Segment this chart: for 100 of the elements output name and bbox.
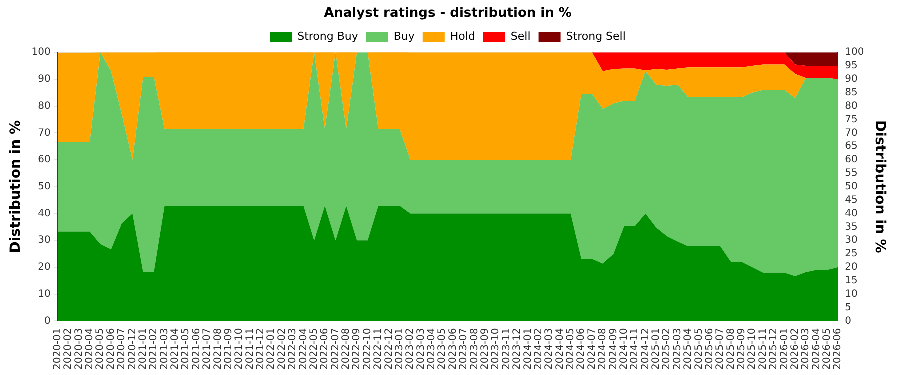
y2-tick-label: 35 (845, 222, 858, 233)
x-tick-label: 2023-04 (426, 328, 438, 370)
x-tick-label: 2021-01 (138, 328, 149, 370)
x-tick-label: 2020-06 (106, 328, 117, 370)
y-tick-label: 0 (44, 316, 51, 327)
legend-label: Sell (510, 30, 531, 43)
y-tick-label: 50 (38, 182, 51, 193)
legend-label: Strong Sell (566, 30, 626, 43)
x-tick-label: 2025-10 (747, 328, 758, 370)
y-tick-label: 90 (38, 74, 51, 86)
x-tick-label: 2024-02 (533, 328, 544, 370)
y2-tick-label: 55 (845, 168, 858, 180)
x-tick-label: 2024-07 (586, 328, 598, 370)
x-tick-label: 2025-07 (715, 328, 726, 370)
chart-title: Analyst ratings - distribution in % (324, 6, 572, 22)
y2-tick-label: 90 (845, 74, 858, 86)
y2-tick-label: 80 (845, 100, 858, 112)
x-tick-label: 2022-10 (362, 328, 374, 370)
x-tick-label: 2025-08 (726, 328, 737, 370)
x-tick-label: 2021-05 (180, 328, 192, 370)
x-tick-label: 2021-02 (148, 328, 160, 370)
x-tick-label: 2023-07 (458, 328, 470, 370)
x-tick-label: 2024-12 (640, 328, 652, 370)
x-tick-label: 2026-02 (790, 328, 801, 370)
x-tick-label: 2021-10 (234, 328, 246, 370)
x-tick-label: 2022-04 (298, 328, 310, 370)
y2-tick-label: 10 (845, 288, 858, 300)
x-tick-label: 2023-11 (501, 328, 512, 370)
x-tick-label: 2025-09 (736, 328, 748, 370)
x-tick-label: 2025-12 (768, 328, 780, 370)
x-tick-label: 2022-03 (288, 328, 299, 370)
x-tick-label: 2024-06 (576, 328, 588, 370)
x-tick-label: 2020-02 (63, 328, 74, 370)
y2-tick-label: 75 (845, 114, 858, 126)
y-axis-title: Distribution in % (8, 120, 24, 254)
x-tick-label: 2022-12 (384, 328, 395, 370)
x-tick-label: 2020-07 (116, 328, 128, 370)
x-tick-label: 2023-01 (394, 328, 406, 370)
y2-axis-title: Distribution in % (872, 120, 888, 254)
x-tick-label: 2025-05 (694, 328, 705, 370)
x-tick-label: 2021-12 (256, 328, 267, 370)
x-tick-label: 2022-01 (266, 328, 278, 370)
x-tick-label: 2021-06 (191, 328, 202, 370)
y2-tick-label: 65 (845, 141, 858, 152)
y-tick-label: 100 (32, 47, 51, 58)
y2-tick-label: 100 (845, 47, 864, 58)
legend-label: Hold (450, 30, 476, 43)
x-tick-label: 2022-02 (276, 328, 288, 370)
x-tick-label: 2021-08 (212, 328, 224, 370)
y2-tick-label: 95 (845, 60, 858, 72)
x-tick-label: 2022-07 (330, 328, 342, 370)
x-tick-label: 2022-09 (352, 328, 363, 370)
y2-tick-label: 70 (845, 128, 858, 139)
x-tick-label: 2023-02 (405, 328, 416, 370)
x-tick-label: 2026-05 (822, 328, 834, 370)
x-tick-label: 2020-12 (127, 328, 138, 370)
x-tick-label: 2023-12 (512, 328, 524, 370)
y-tick-label: 70 (38, 128, 51, 139)
x-tick-label: 2020-03 (74, 328, 85, 370)
legend-label: Strong Buy (298, 30, 359, 43)
y2-tick-label: 30 (845, 235, 858, 246)
x-tick-label: 2024-04 (554, 328, 566, 370)
x-tick-label: 2025-06 (704, 328, 716, 370)
x-tick-label: 2022-08 (341, 328, 352, 370)
y2-tick-label: 15 (845, 276, 858, 287)
y2-tick-label: 85 (845, 87, 858, 98)
x-tick-label: 2024-05 (566, 328, 577, 370)
legend-label: Buy (394, 30, 416, 43)
x-tick-label: 2022-06 (320, 328, 331, 370)
y2-tick-label: 25 (845, 248, 858, 260)
x-tick-label: 2025-11 (758, 328, 769, 370)
y-tick-label: 40 (38, 208, 51, 220)
x-tick-label: 2021-03 (159, 328, 170, 370)
x-tick-label: 2025-02 (662, 328, 673, 370)
x-tick-label: 2021-07 (202, 328, 214, 370)
x-tick-label: 2022-05 (308, 328, 320, 370)
x-tick-label: 2021-09 (223, 328, 234, 370)
y-tick-label: 10 (38, 288, 51, 300)
x-tick-label: 2025-01 (651, 328, 662, 370)
x-tick-label: 2024-11 (630, 328, 641, 370)
x-tick-label: 2026-01 (779, 328, 790, 370)
x-tick-label: 2023-09 (480, 328, 491, 370)
x-tick-label: 2024-08 (598, 328, 609, 370)
x-tick-label: 2020-01 (52, 328, 64, 370)
x-tick-label: 2022-11 (373, 328, 384, 370)
y2-tick-label: 45 (845, 194, 858, 206)
y2-tick-label: 0 (845, 316, 852, 327)
x-tick-label: 2020-05 (95, 328, 106, 370)
y2-tick-label: 60 (845, 154, 858, 166)
x-tick-label: 2023-05 (437, 328, 448, 370)
y2-tick-label: 5 (845, 302, 852, 314)
x-tick-label: 2026-04 (811, 328, 822, 370)
y2-tick-label: 40 (845, 208, 858, 220)
x-tick-label: 2023-08 (469, 328, 480, 370)
y-tick-label: 60 (38, 154, 51, 166)
x-tick-label: 2026-06 (832, 328, 844, 370)
y-tick-label: 30 (38, 235, 51, 246)
y2-tick-label: 20 (845, 262, 858, 274)
x-tick-label: 2025-03 (672, 328, 684, 370)
x-tick-label: 2021-04 (170, 328, 182, 370)
